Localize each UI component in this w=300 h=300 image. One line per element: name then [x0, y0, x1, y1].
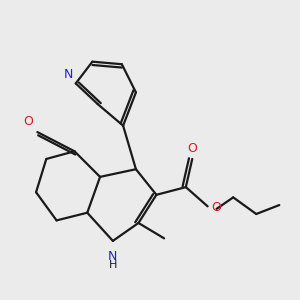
- Text: N: N: [108, 250, 118, 263]
- Text: O: O: [24, 115, 34, 128]
- Text: N: N: [64, 68, 73, 81]
- Text: O: O: [212, 201, 221, 214]
- Text: O: O: [187, 142, 197, 155]
- Text: H: H: [109, 260, 117, 270]
